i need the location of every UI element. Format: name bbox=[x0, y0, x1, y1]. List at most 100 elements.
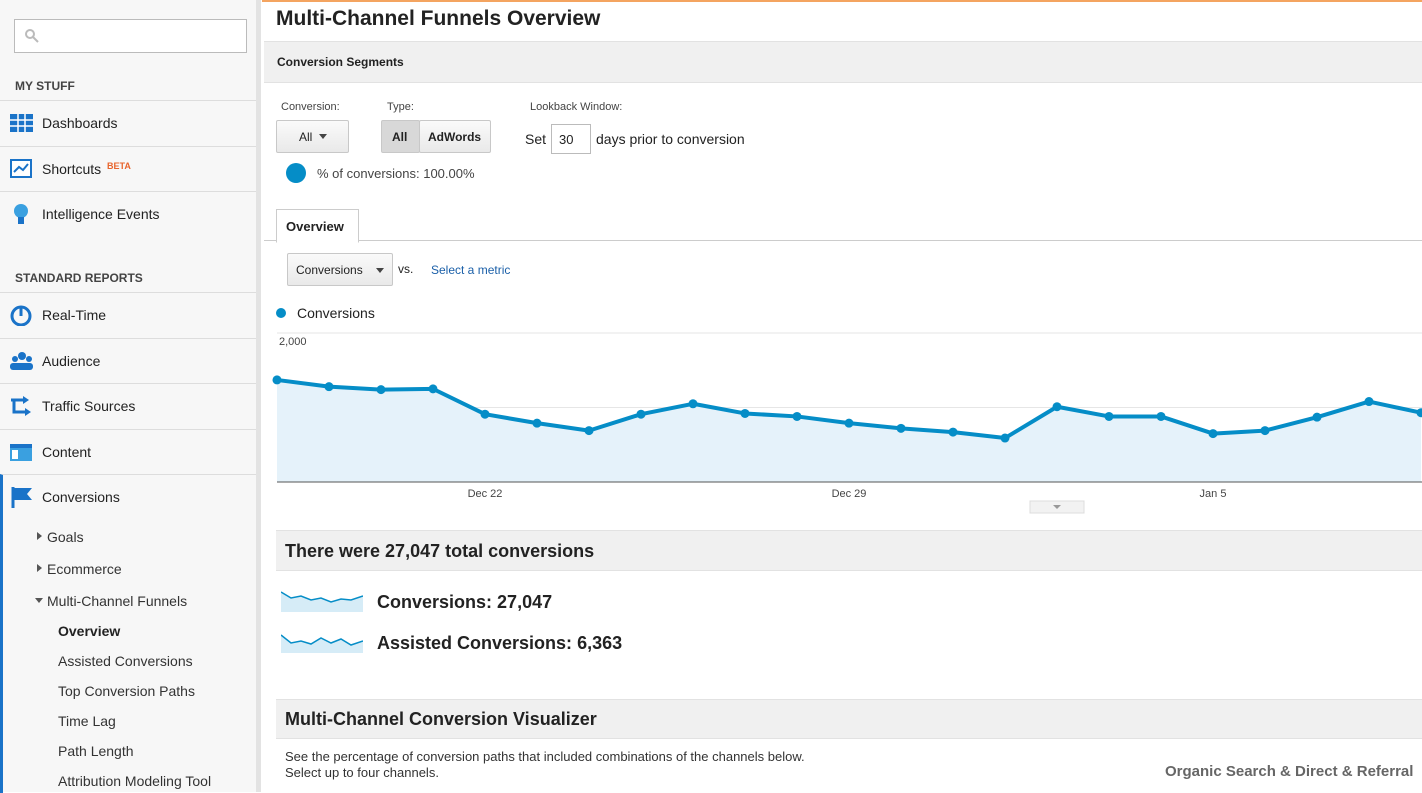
lookback-prefix: Set bbox=[525, 131, 546, 147]
input-value: 30 bbox=[559, 132, 573, 147]
data-point bbox=[1313, 413, 1322, 422]
nav-item[interactable]: Content bbox=[0, 429, 256, 475]
nav-item[interactable]: Intelligence Events bbox=[0, 191, 256, 237]
icon bbox=[11, 486, 34, 508]
search-box[interactable] bbox=[14, 19, 247, 53]
search-icon bbox=[25, 29, 39, 43]
sparkline bbox=[281, 631, 363, 653]
data-point bbox=[793, 412, 802, 421]
section-heading: STANDARD REPORTS bbox=[15, 271, 143, 285]
nav-item[interactable]: Dashboards bbox=[0, 100, 256, 146]
data-point bbox=[1209, 429, 1218, 438]
field-label: Conversion: bbox=[281, 101, 340, 113]
nav-subitem[interactable]: Attribution Modeling Tool bbox=[58, 773, 211, 789]
band-heading: Conversion Segments bbox=[277, 55, 404, 69]
venn-label: Organic Search & Direct & Referral bbox=[1165, 763, 1413, 780]
data-point bbox=[1365, 397, 1374, 406]
data-point bbox=[741, 409, 750, 418]
icon bbox=[10, 112, 33, 134]
nav-label: Content bbox=[42, 444, 91, 460]
nav-label: Dashboards bbox=[42, 115, 118, 131]
page-title: Multi-Channel Funnels Overview bbox=[276, 7, 600, 31]
metric-value: 27,047 bbox=[497, 592, 552, 612]
beta-badge: BETA bbox=[107, 161, 131, 171]
dropdown-value: Conversions bbox=[296, 263, 363, 277]
sidebar: MY STUFF Dashboards Shortcuts BETA Intel… bbox=[0, 0, 261, 792]
x-tick-label: Dec 29 bbox=[832, 488, 867, 500]
segments-band: Conversion Segments bbox=[264, 41, 1422, 83]
field-label: Type: bbox=[387, 101, 414, 113]
nav-item[interactable]: Audience bbox=[0, 338, 256, 384]
top-accent bbox=[262, 0, 1422, 2]
nav-subitem[interactable]: Goals bbox=[47, 529, 84, 545]
nav-subitem[interactable]: Multi-Channel Funnels bbox=[47, 593, 187, 609]
nav-subitem[interactable]: Assisted Conversions bbox=[58, 653, 193, 669]
data-point bbox=[429, 384, 438, 393]
pie-icon bbox=[285, 162, 307, 184]
type-button-active[interactable]: All bbox=[381, 120, 420, 153]
metric-link[interactable]: Select a metric bbox=[431, 263, 510, 277]
data-point bbox=[1105, 412, 1114, 421]
summary-metric: Assisted Conversions: 6,363 bbox=[377, 633, 622, 654]
icon bbox=[10, 304, 33, 326]
data-point bbox=[689, 399, 698, 408]
data-point bbox=[533, 419, 542, 428]
button-label: All bbox=[392, 130, 407, 144]
metric-label: Conversions: bbox=[377, 592, 492, 612]
data-point bbox=[845, 419, 854, 428]
percent-text: % of conversions: 100.00% bbox=[317, 166, 475, 181]
section-heading: MY STUFF bbox=[15, 79, 75, 93]
nav-item[interactable]: Real-Time bbox=[0, 292, 256, 338]
data-point bbox=[949, 428, 958, 437]
icon bbox=[10, 203, 33, 225]
nav-label: Shortcuts bbox=[42, 161, 101, 177]
tab-active[interactable]: Overview bbox=[276, 209, 359, 243]
metric-dropdown[interactable]: Conversions bbox=[287, 253, 393, 286]
nav-item[interactable]: Traffic Sources bbox=[0, 383, 256, 429]
nav-label: Audience bbox=[42, 353, 100, 369]
conversion-dropdown[interactable]: All bbox=[276, 120, 349, 153]
lookback-suffix: days prior to conversion bbox=[596, 131, 745, 147]
dropdown-arrow bbox=[319, 134, 327, 139]
nav-subitem[interactable]: Ecommerce bbox=[47, 561, 122, 577]
data-point bbox=[481, 410, 490, 419]
type-button[interactable]: AdWords bbox=[419, 120, 491, 153]
tab-label: Overview bbox=[286, 219, 344, 234]
nav-subitem[interactable]: Top Conversion Paths bbox=[58, 683, 195, 699]
nav-label: Intelligence Events bbox=[42, 206, 160, 222]
nav-label: Conversions bbox=[42, 489, 120, 505]
icon bbox=[10, 350, 33, 372]
legend-swatch bbox=[276, 308, 286, 318]
metric-label: Assisted Conversions: bbox=[377, 633, 572, 653]
summary-heading: There were 27,047 total conversions bbox=[285, 541, 594, 562]
summary-band: There were 27,047 total conversions bbox=[276, 530, 1422, 571]
icon bbox=[10, 158, 33, 180]
data-point bbox=[637, 410, 646, 419]
data-point bbox=[1261, 426, 1270, 435]
field-label: Lookback Window: bbox=[530, 101, 622, 113]
data-point bbox=[585, 426, 594, 435]
icon bbox=[10, 441, 33, 463]
data-point bbox=[1157, 412, 1166, 421]
sparkline bbox=[281, 590, 363, 612]
lookback-input[interactable]: 30 bbox=[551, 124, 591, 154]
nav-item[interactable]: Shortcuts BETA bbox=[0, 146, 256, 192]
y-tick-label: 2,000 bbox=[279, 336, 307, 348]
dropdown-arrow bbox=[376, 268, 384, 273]
nav-subitem[interactable]: Path Length bbox=[58, 743, 134, 759]
nav-subitem[interactable]: Time Lag bbox=[58, 713, 116, 729]
collapsed-arrow bbox=[37, 564, 43, 572]
icon bbox=[10, 395, 33, 417]
nav-label: Traffic Sources bbox=[42, 398, 135, 414]
data-point bbox=[1053, 402, 1062, 411]
data-point bbox=[897, 424, 906, 433]
nav-subitem-active[interactable]: Overview bbox=[58, 623, 120, 639]
dropdown-value: All bbox=[299, 130, 312, 144]
collapsed-arrow bbox=[37, 532, 43, 540]
tab-rule bbox=[264, 240, 1422, 241]
legend-label: Conversions bbox=[297, 305, 375, 321]
summary-metric: Conversions: 27,047 bbox=[377, 592, 552, 613]
x-tick-label: Dec 22 bbox=[468, 488, 503, 500]
